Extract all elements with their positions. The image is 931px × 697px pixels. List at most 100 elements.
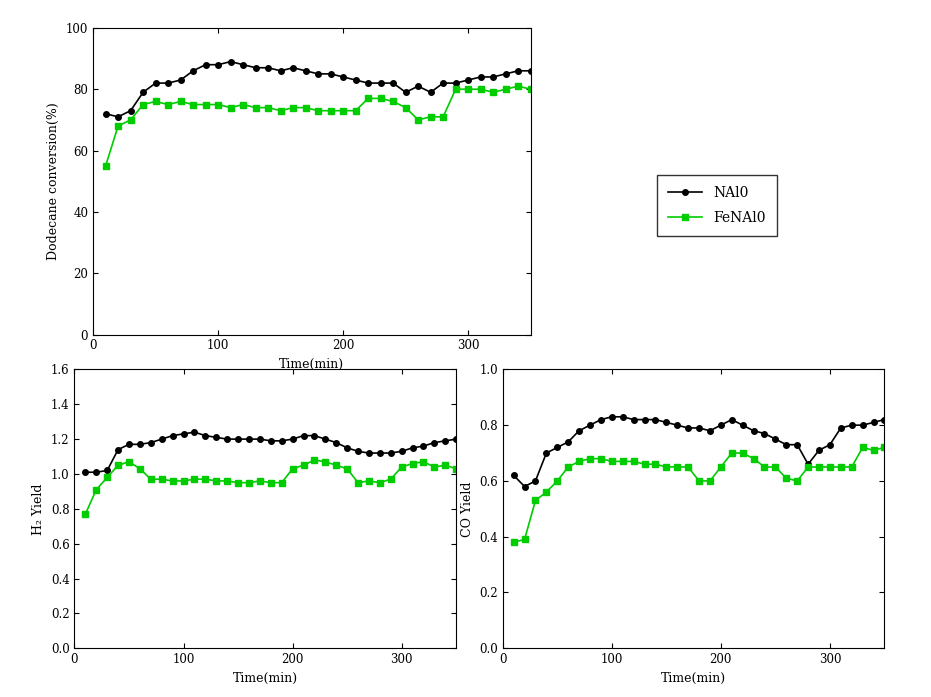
FeNAl0 xyxy=(90,485,101,493)
NAl0 xyxy=(263,63,274,72)
FeNAl0 xyxy=(138,100,149,109)
FeNAl0 xyxy=(288,103,299,112)
FeNAl0 xyxy=(243,478,254,487)
FeNAl0 xyxy=(694,477,705,485)
FeNAl0 xyxy=(375,94,386,102)
X-axis label: Time(min): Time(min) xyxy=(233,672,298,684)
NAl0 xyxy=(265,436,277,445)
FeNAl0 xyxy=(222,477,233,485)
FeNAl0 xyxy=(879,443,890,452)
FeNAl0 xyxy=(338,107,349,115)
NAl0 xyxy=(639,415,650,424)
FeNAl0 xyxy=(156,475,168,484)
FeNAl0 xyxy=(748,454,759,463)
FeNAl0 xyxy=(363,477,374,485)
FeNAl0 xyxy=(759,463,770,471)
Y-axis label: Dodecane conversion(%): Dodecane conversion(%) xyxy=(47,102,61,260)
FeNAl0 xyxy=(573,457,585,466)
FeNAl0 xyxy=(425,113,437,121)
FeNAl0 xyxy=(200,475,211,484)
NAl0 xyxy=(562,438,573,446)
X-axis label: Time(min): Time(min) xyxy=(279,358,344,371)
NAl0 xyxy=(362,79,373,87)
FeNAl0 xyxy=(331,461,342,470)
FeNAl0 xyxy=(412,116,424,124)
FeNAl0 xyxy=(225,103,236,112)
NAl0 xyxy=(375,79,386,87)
FeNAl0 xyxy=(313,107,324,115)
FeNAl0 xyxy=(513,82,524,91)
FeNAl0 xyxy=(530,496,541,505)
NAl0 xyxy=(309,431,320,440)
FeNAl0 xyxy=(617,457,628,466)
FeNAl0 xyxy=(319,457,331,466)
FeNAl0 xyxy=(125,116,136,124)
NAl0 xyxy=(300,67,311,75)
FeNAl0 xyxy=(715,463,726,471)
NAl0 xyxy=(113,445,124,454)
NAl0 xyxy=(113,113,124,121)
FeNAl0 xyxy=(350,107,361,115)
FeNAl0 xyxy=(237,100,249,109)
NAl0 xyxy=(835,424,846,432)
NAl0 xyxy=(387,79,398,87)
NAl0 xyxy=(530,477,541,485)
NAl0 xyxy=(288,63,299,72)
NAl0 xyxy=(400,88,412,96)
FeNAl0 xyxy=(385,475,397,484)
FeNAl0 xyxy=(791,477,803,485)
FeNAl0 xyxy=(250,103,262,112)
NAl0 xyxy=(552,443,563,452)
FeNAl0 xyxy=(212,100,223,109)
NAl0 xyxy=(167,431,178,440)
FeNAl0 xyxy=(233,478,244,487)
NAl0 xyxy=(694,424,705,432)
NAl0 xyxy=(650,415,661,424)
Line: FeNAl0: FeNAl0 xyxy=(511,445,887,545)
FeNAl0 xyxy=(463,85,474,93)
Line: FeNAl0: FeNAl0 xyxy=(102,84,533,169)
NAl0 xyxy=(80,468,91,477)
NAl0 xyxy=(250,63,262,72)
NAl0 xyxy=(726,415,737,424)
FeNAl0 xyxy=(298,461,309,470)
FeNAl0 xyxy=(519,535,530,544)
NAl0 xyxy=(585,421,596,429)
FeNAl0 xyxy=(134,464,145,473)
FeNAl0 xyxy=(325,107,336,115)
NAl0 xyxy=(338,72,349,81)
FeNAl0 xyxy=(488,88,499,96)
NAl0 xyxy=(438,79,449,87)
Y-axis label: H₂ Yield: H₂ Yield xyxy=(33,483,46,535)
NAl0 xyxy=(418,442,429,450)
FeNAl0 xyxy=(178,477,189,485)
FeNAl0 xyxy=(650,460,661,468)
NAl0 xyxy=(189,428,200,436)
FeNAl0 xyxy=(396,463,407,471)
FeNAl0 xyxy=(595,454,606,463)
FeNAl0 xyxy=(846,463,857,471)
NAl0 xyxy=(450,79,461,87)
FeNAl0 xyxy=(124,457,135,466)
NAl0 xyxy=(163,79,174,87)
NAl0 xyxy=(451,435,462,443)
NAl0 xyxy=(671,421,682,429)
FeNAl0 xyxy=(726,449,737,457)
Line: NAl0: NAl0 xyxy=(83,429,459,475)
FeNAl0 xyxy=(101,473,113,482)
NAl0 xyxy=(628,415,640,424)
FeNAl0 xyxy=(475,85,486,93)
NAl0 xyxy=(857,421,869,429)
FeNAl0 xyxy=(671,463,682,471)
NAl0 xyxy=(759,429,770,438)
FeNAl0 xyxy=(113,461,124,470)
NAl0 xyxy=(791,441,803,449)
FeNAl0 xyxy=(418,457,429,466)
NAl0 xyxy=(439,436,451,445)
FeNAl0 xyxy=(868,446,879,454)
FeNAl0 xyxy=(254,477,265,485)
NAl0 xyxy=(145,438,156,447)
FeNAl0 xyxy=(606,457,617,466)
NAl0 xyxy=(868,418,879,427)
FeNAl0 xyxy=(200,100,211,109)
